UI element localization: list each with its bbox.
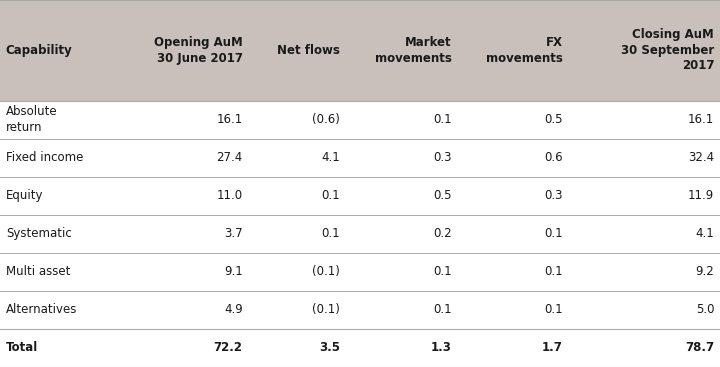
Text: 0.1: 0.1: [433, 113, 451, 126]
Text: 3.7: 3.7: [224, 228, 243, 240]
Text: 0.1: 0.1: [321, 189, 340, 202]
Text: 0.1: 0.1: [433, 265, 451, 279]
Text: Equity: Equity: [6, 189, 43, 202]
Text: Opening AuM
30 June 2017: Opening AuM 30 June 2017: [154, 36, 243, 65]
Text: 5.0: 5.0: [696, 304, 714, 316]
Text: 9.1: 9.1: [224, 265, 243, 279]
Text: 1.7: 1.7: [542, 341, 563, 355]
Text: 0.5: 0.5: [544, 113, 563, 126]
Text: (0.1): (0.1): [312, 304, 340, 316]
Text: (0.6): (0.6): [312, 113, 340, 126]
Text: Closing AuM
30 September
2017: Closing AuM 30 September 2017: [621, 28, 714, 72]
Text: 11.9: 11.9: [688, 189, 714, 202]
Text: 0.1: 0.1: [544, 304, 563, 316]
Text: (0.1): (0.1): [312, 265, 340, 279]
Text: Systematic: Systematic: [6, 228, 71, 240]
Text: Capability: Capability: [6, 44, 73, 57]
Text: Multi asset: Multi asset: [6, 265, 70, 279]
Text: 0.2: 0.2: [433, 228, 451, 240]
Text: 4.9: 4.9: [224, 304, 243, 316]
Text: 4.1: 4.1: [321, 151, 340, 164]
Text: 27.4: 27.4: [217, 151, 243, 164]
Text: 32.4: 32.4: [688, 151, 714, 164]
Text: Total: Total: [6, 341, 38, 355]
Text: 0.3: 0.3: [433, 151, 451, 164]
Text: Alternatives: Alternatives: [6, 304, 77, 316]
Text: 0.1: 0.1: [544, 265, 563, 279]
Text: 16.1: 16.1: [688, 113, 714, 126]
Text: Net flows: Net flows: [277, 44, 340, 57]
Text: 72.2: 72.2: [214, 341, 243, 355]
Text: FX
movements: FX movements: [486, 36, 563, 65]
Text: 0.6: 0.6: [544, 151, 563, 164]
Text: 4.1: 4.1: [696, 228, 714, 240]
Text: 3.5: 3.5: [319, 341, 340, 355]
Text: 78.7: 78.7: [685, 341, 714, 355]
Text: 11.0: 11.0: [217, 189, 243, 202]
Text: 1.3: 1.3: [431, 341, 451, 355]
Text: 0.3: 0.3: [544, 189, 563, 202]
Text: 9.2: 9.2: [696, 265, 714, 279]
Bar: [0, 0, 720, 101]
Text: 16.1: 16.1: [217, 113, 243, 126]
Text: Fixed income: Fixed income: [6, 151, 83, 164]
Text: 0.1: 0.1: [321, 228, 340, 240]
Text: 0.5: 0.5: [433, 189, 451, 202]
Text: 0.1: 0.1: [433, 304, 451, 316]
Text: Absolute
return: Absolute return: [6, 105, 58, 134]
Text: 0.1: 0.1: [544, 228, 563, 240]
Text: Market
movements: Market movements: [374, 36, 451, 65]
